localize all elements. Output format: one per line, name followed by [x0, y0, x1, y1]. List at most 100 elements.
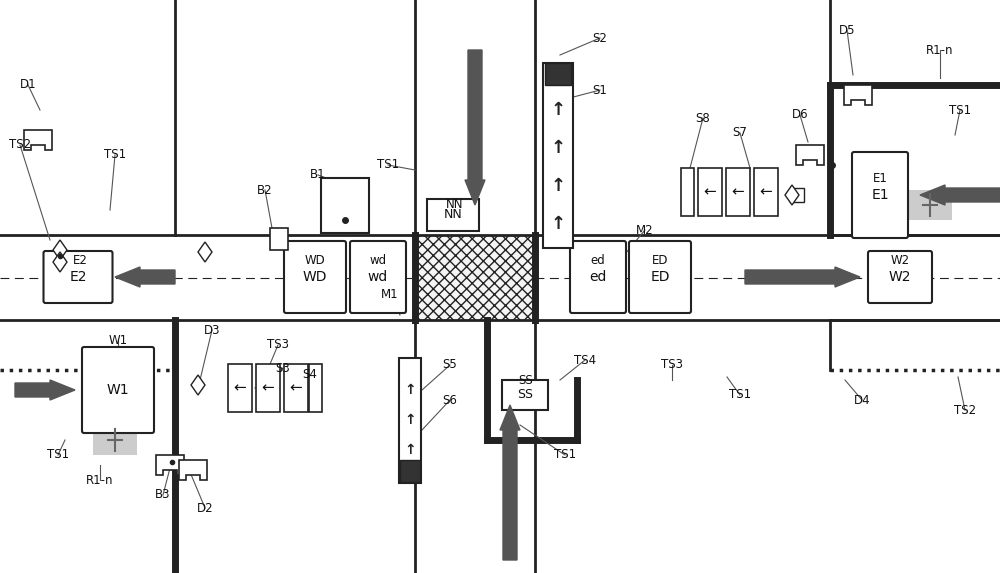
Text: TS3: TS3 — [267, 339, 289, 351]
Text: ←: ← — [760, 185, 772, 199]
Text: W1: W1 — [108, 333, 128, 347]
Text: W2: W2 — [889, 270, 911, 284]
Bar — [308, 364, 322, 412]
FancyBboxPatch shape — [629, 241, 691, 313]
Text: TS1: TS1 — [729, 388, 751, 402]
Bar — [726, 168, 750, 216]
Bar — [908, 190, 952, 221]
Polygon shape — [53, 240, 67, 260]
Text: TS1: TS1 — [949, 104, 971, 116]
Text: D6: D6 — [792, 108, 808, 121]
Text: NN: NN — [444, 209, 462, 222]
Text: R1-n: R1-n — [926, 44, 954, 57]
Text: M1: M1 — [381, 288, 399, 301]
Bar — [415, 235, 535, 320]
Text: E1: E1 — [873, 171, 887, 185]
Text: D3: D3 — [204, 324, 220, 336]
FancyArrow shape — [500, 405, 520, 560]
Bar — [93, 425, 137, 456]
Text: ED: ED — [652, 253, 668, 266]
Text: ↑: ↑ — [404, 383, 416, 397]
FancyArrow shape — [465, 50, 485, 205]
Polygon shape — [785, 185, 799, 205]
Text: TS2: TS2 — [9, 139, 31, 151]
Text: ↑: ↑ — [550, 139, 566, 157]
FancyBboxPatch shape — [82, 347, 154, 433]
FancyArrow shape — [745, 267, 860, 287]
Text: TS4: TS4 — [574, 354, 596, 367]
Text: W2: W2 — [890, 253, 910, 266]
Text: ←: ← — [732, 185, 744, 199]
Text: S3: S3 — [276, 362, 290, 375]
Text: ←: ← — [704, 185, 716, 199]
Polygon shape — [53, 252, 67, 272]
Text: ←: ← — [262, 380, 274, 395]
Bar — [400, 460, 420, 482]
Bar — [680, 168, 694, 216]
Text: ↑: ↑ — [404, 443, 416, 457]
Bar — [321, 178, 369, 233]
Polygon shape — [191, 375, 205, 395]
FancyBboxPatch shape — [852, 152, 908, 238]
Text: SS: SS — [517, 388, 533, 402]
Bar — [427, 199, 479, 231]
FancyBboxPatch shape — [284, 241, 346, 313]
Polygon shape — [156, 455, 184, 475]
Text: B3: B3 — [155, 489, 171, 501]
Text: ed: ed — [591, 253, 605, 266]
Text: WD: WD — [305, 253, 325, 266]
Text: TS1: TS1 — [554, 449, 576, 461]
Text: D5: D5 — [839, 23, 855, 37]
Bar — [270, 228, 288, 250]
Bar — [502, 380, 548, 410]
Text: SS: SS — [519, 374, 533, 387]
Text: TS1: TS1 — [377, 159, 399, 171]
Bar — [790, 188, 804, 202]
Text: S2: S2 — [593, 32, 607, 45]
Polygon shape — [198, 242, 212, 262]
FancyBboxPatch shape — [868, 251, 932, 303]
Text: TS2: TS2 — [954, 403, 976, 417]
FancyArrow shape — [15, 380, 75, 400]
Text: D2: D2 — [197, 501, 213, 515]
FancyArrow shape — [920, 185, 1000, 205]
Text: ←: ← — [234, 380, 246, 395]
Bar — [754, 168, 778, 216]
FancyArrow shape — [115, 267, 175, 287]
Bar — [399, 358, 421, 482]
Polygon shape — [844, 85, 872, 105]
Bar — [545, 63, 571, 85]
Text: wd: wd — [369, 253, 387, 266]
Text: S7: S7 — [733, 127, 747, 139]
Text: WD: WD — [303, 270, 327, 284]
Text: B2: B2 — [257, 183, 273, 197]
Bar — [543, 62, 573, 248]
Text: R1-n: R1-n — [86, 473, 114, 486]
Text: S1: S1 — [593, 84, 607, 96]
Text: S8: S8 — [696, 112, 710, 124]
Text: ed: ed — [589, 270, 607, 284]
Text: ↑: ↑ — [550, 177, 566, 195]
Text: W1: W1 — [107, 383, 129, 397]
Text: E2: E2 — [73, 253, 87, 266]
Polygon shape — [796, 145, 824, 165]
FancyBboxPatch shape — [570, 241, 626, 313]
Polygon shape — [179, 460, 207, 480]
FancyBboxPatch shape — [44, 251, 112, 303]
Text: TS1: TS1 — [104, 148, 126, 162]
Text: ED: ED — [650, 270, 670, 284]
Polygon shape — [24, 130, 52, 150]
Bar — [256, 364, 280, 412]
Bar — [284, 364, 308, 412]
FancyBboxPatch shape — [350, 241, 406, 313]
Text: TS1: TS1 — [47, 449, 69, 461]
Text: ↑: ↑ — [404, 413, 416, 427]
Text: ←: ← — [290, 380, 302, 395]
Text: ↑: ↑ — [550, 215, 566, 233]
Text: E2: E2 — [69, 270, 87, 284]
Text: TS3: TS3 — [661, 359, 683, 371]
Text: D4: D4 — [854, 394, 870, 406]
Text: S6: S6 — [443, 394, 457, 406]
Text: S5: S5 — [443, 359, 457, 371]
Bar — [698, 168, 722, 216]
